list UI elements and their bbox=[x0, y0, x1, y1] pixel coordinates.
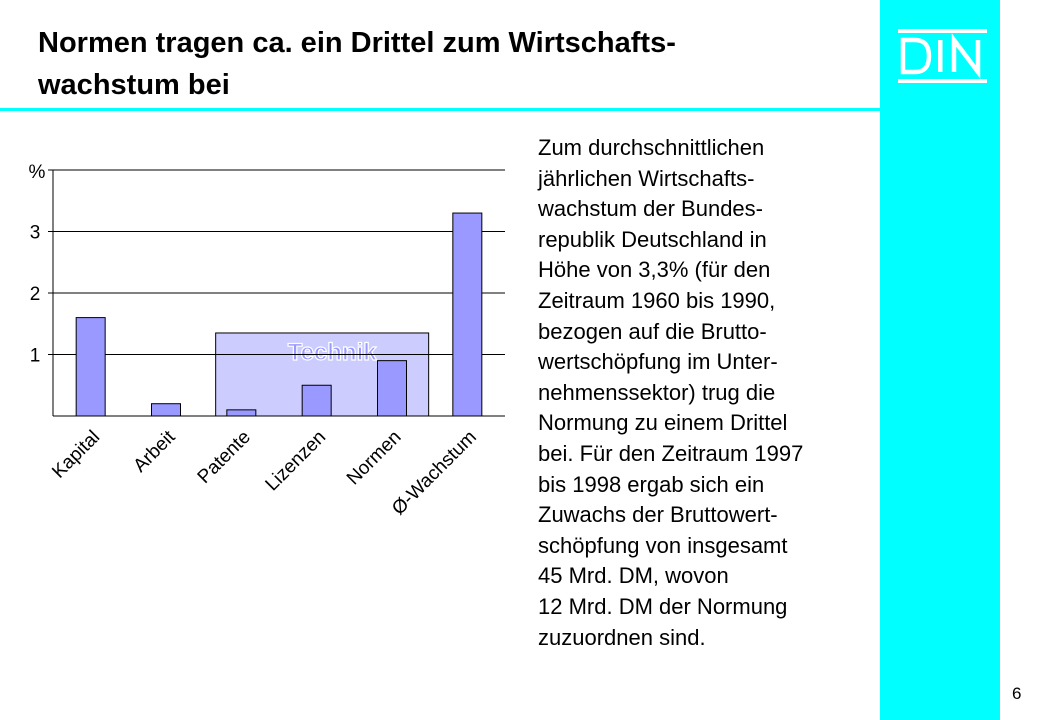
brand-sidebar bbox=[880, 0, 1000, 720]
din-logo bbox=[898, 29, 987, 83]
bar-lizenzen bbox=[301, 384, 332, 417]
description-line: bis 1998 ergab sich ein bbox=[538, 471, 765, 497]
title-line-1: Normen tragen ca. ein Drittel zum Wirtsc… bbox=[38, 27, 676, 59]
description-line: schöpfung von insgesamt bbox=[538, 532, 788, 558]
y-tick-label: 2 bbox=[30, 284, 41, 305]
description-line: wertschöpfung im Unter- bbox=[538, 349, 778, 375]
description-line: bezogen auf die Brutto- bbox=[538, 318, 767, 344]
page-number: 6 bbox=[1012, 684, 1022, 703]
description-line: Zeitraum 1960 bis 1990, bbox=[538, 287, 776, 313]
description-line: bei. Für den Zeitraum 1997 bbox=[538, 440, 804, 466]
description-line: Normung zu einem Drittel bbox=[538, 410, 788, 436]
slide-title: Normen tragen ca. ein Drittel zum Wirtsc… bbox=[38, 22, 838, 106]
bar-normen bbox=[377, 360, 407, 417]
x-tick-label: Kapital bbox=[48, 427, 104, 483]
bar-arbeit bbox=[151, 403, 181, 417]
description-line: nehmenssektor) trug die bbox=[538, 379, 776, 405]
growth-contribution-chart: Technik 1 2 3% Kapital Arbeit Patente Lizenzen N… bbox=[29, 162, 505, 519]
bar-kapital bbox=[75, 317, 106, 417]
description-text: Zum durchschnittlichen jährlichen Wirtsch… bbox=[538, 133, 878, 653]
x-tick-label: Lizenzen bbox=[262, 427, 331, 496]
title-line-2: wachstum bei bbox=[38, 69, 230, 101]
title-divider bbox=[0, 108, 880, 111]
y-tick-label: 1 bbox=[30, 346, 41, 367]
x-tick-label: Normen bbox=[343, 427, 406, 490]
description-line: wachstum der Bundes- bbox=[538, 196, 763, 222]
y-axis-unit-label: % bbox=[29, 162, 46, 183]
technik-group-label: Technik bbox=[288, 339, 378, 366]
description-line: Höhe von 3,3% (für den bbox=[538, 257, 771, 283]
x-tick-label: Arbeit bbox=[130, 426, 180, 476]
description-line: zuzuordnen sind. bbox=[538, 624, 706, 650]
description-line: Zuwachs der Bruttowert- bbox=[538, 502, 778, 528]
description-line: republik Deutschland in bbox=[538, 226, 767, 252]
description-line: 45 Mrd. DM, wovon bbox=[538, 563, 729, 589]
description-line: jährlichen Wirtschafts- bbox=[538, 165, 755, 191]
bar-patente bbox=[226, 409, 257, 417]
bar-wachstum bbox=[452, 212, 483, 417]
description-line: 12 Mrd. DM der Normung bbox=[538, 593, 788, 619]
description-line: Zum durchschnittlichen bbox=[538, 135, 765, 160]
x-tick-label: Patente bbox=[194, 427, 255, 488]
y-tick-label: 3 bbox=[30, 223, 41, 244]
